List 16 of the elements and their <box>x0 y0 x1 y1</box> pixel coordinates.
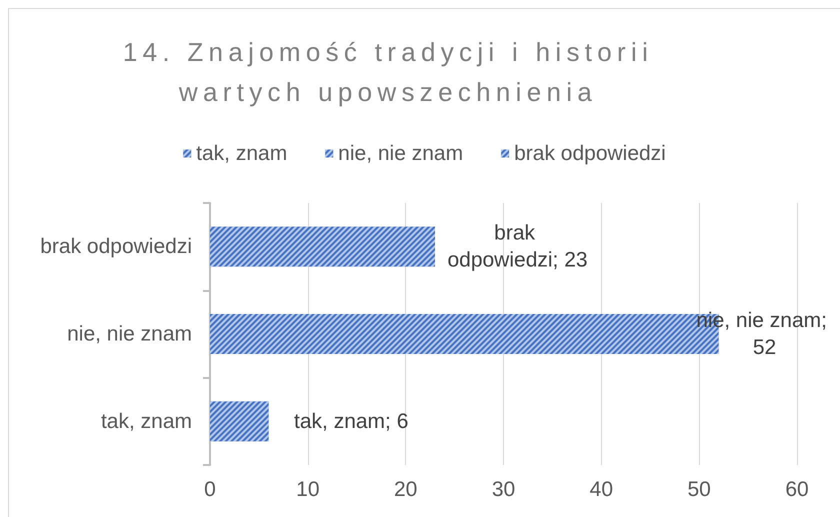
x-tick-label: 30 <box>492 478 516 501</box>
x-tick-label: 40 <box>590 478 614 501</box>
legend-label: tak, znam <box>196 142 288 165</box>
y-tick-label: brak odpowiedzi <box>40 235 192 258</box>
legend-label: brak odpowiedzi <box>514 142 666 165</box>
data-label: brak odpowiedzi; 23 <box>447 222 588 272</box>
x-tick-label: 10 <box>296 478 320 501</box>
chart-title: 14. Znajomość tradycji i historii wartych upowszechnienia <box>122 36 654 109</box>
y-tick-label: nie, nie znam <box>67 322 192 346</box>
y-tick-label: tak, znam <box>100 410 192 433</box>
x-tick-label: 20 <box>394 478 418 501</box>
x-tick-label: 0 <box>204 478 216 501</box>
x-tick-label: 60 <box>785 478 809 501</box>
x-tick-label: 50 <box>687 478 711 501</box>
legend-label: nie, nie znam <box>338 142 464 165</box>
data-label: tak, znam; 6 <box>294 410 408 433</box>
